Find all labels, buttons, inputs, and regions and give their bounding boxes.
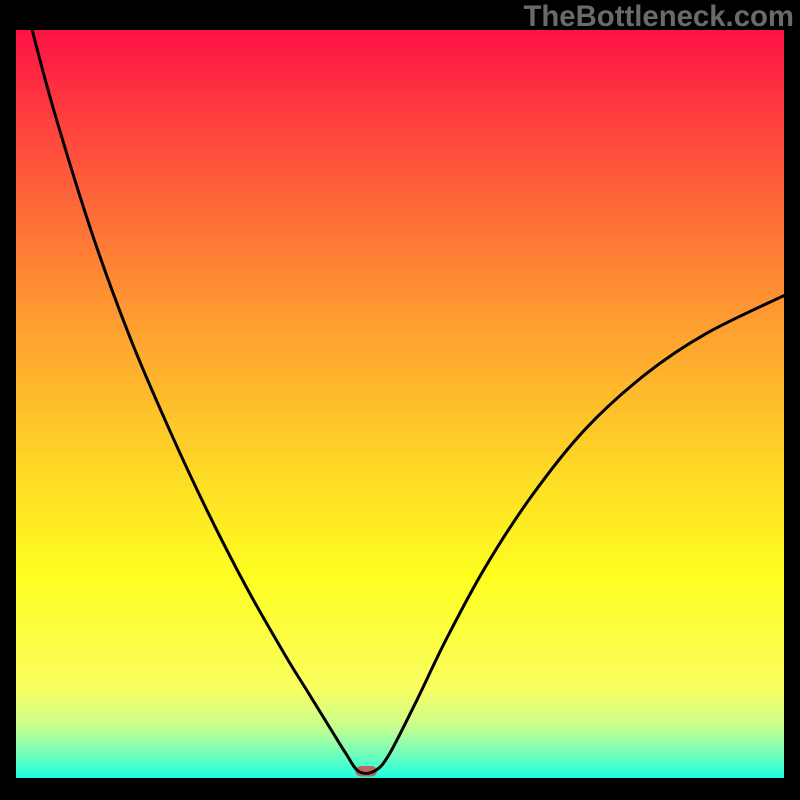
chart-canvas: TheBottleneck.com xyxy=(0,0,800,800)
chart-plot-area xyxy=(16,30,784,778)
bottleneck-chart xyxy=(0,0,800,800)
